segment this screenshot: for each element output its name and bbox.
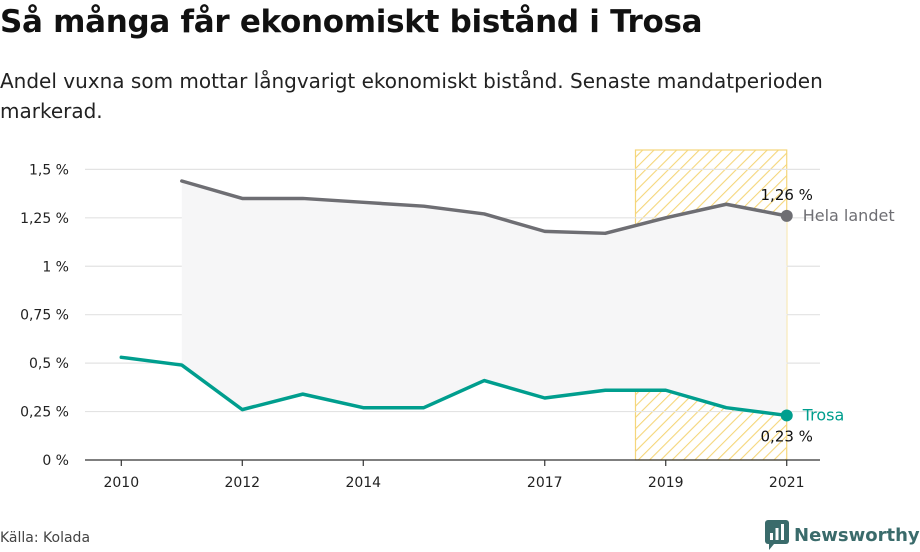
- y-tick-label: 1,25 %: [20, 211, 69, 227]
- end-value-label-hela_landet: 1,26 %: [761, 186, 813, 204]
- y-tick-label: 1 %: [42, 259, 69, 275]
- x-tick-label: 2017: [527, 475, 563, 491]
- newsworthy-logo: Newsworthy: [765, 520, 920, 550]
- x-tick-label: 2010: [103, 475, 139, 491]
- series-label-hela_landet: Hela landet: [803, 206, 895, 225]
- x-tick-label: 2021: [769, 475, 805, 491]
- source-note: Källa: Kolada: [0, 530, 91, 546]
- series-label-trosa: Trosa: [802, 405, 845, 424]
- series-line-hela_landet: [180, 179, 789, 236]
- newsworthy-logo-icon: [765, 520, 789, 550]
- chart-title: Så många får ekonomiskt bistånd i Trosa: [0, 4, 703, 40]
- brand-name: Newsworthy: [794, 524, 920, 546]
- series-line-trosa: [119, 355, 789, 418]
- end-dot-hela_landet: [780, 209, 793, 222]
- y-tick-label: 0 %: [42, 453, 69, 469]
- y-tick-label: 1,5 %: [29, 162, 69, 178]
- gap-area: [181, 181, 787, 416]
- chart-subtitle: Andel vuxna som mottar långvarigt ekonom…: [0, 69, 823, 123]
- y-tick-label: 0,5 %: [29, 356, 69, 372]
- x-tick-label: 2019: [648, 475, 684, 491]
- x-tick-label: 2014: [345, 475, 381, 491]
- end-dot-trosa: [780, 409, 793, 422]
- y-tick-label: 0,25 %: [20, 405, 69, 421]
- end-value-label-trosa: 0,23 %: [761, 427, 813, 445]
- x-tick-label: 2012: [224, 475, 260, 491]
- y-tick-label: 0,75 %: [20, 308, 69, 324]
